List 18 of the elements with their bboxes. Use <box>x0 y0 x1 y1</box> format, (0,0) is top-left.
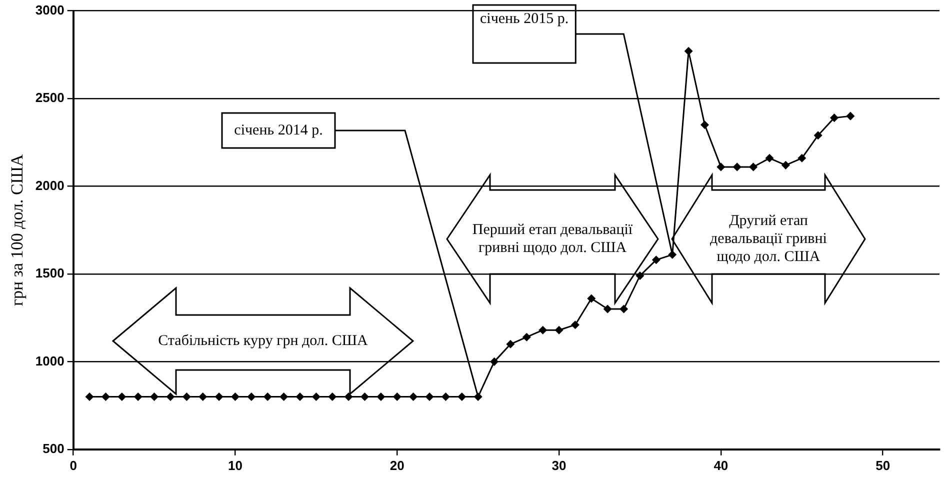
x-tick-label: 30 <box>552 458 566 473</box>
y-tick-label: 1000 <box>35 353 64 368</box>
x-tick-label: 40 <box>714 458 728 473</box>
annotation: Другий етап девальвації гривні щодо дол. США <box>709 212 828 266</box>
y-tick-label: 2500 <box>35 90 64 106</box>
y-tick-label: 3000 <box>35 2 64 18</box>
x-tick-label: 50 <box>876 458 890 473</box>
y-tick-label: 500 <box>42 440 64 456</box>
annotation: січень 2014 р. <box>234 122 323 138</box>
y-axis-title: грн за 100 дол. США <box>8 154 27 306</box>
y-tick-label: 2000 <box>35 178 64 193</box>
annotation: Перший етап девальвації гривні щодо дол. США <box>471 221 634 257</box>
x-tick-label: 20 <box>390 458 404 473</box>
annotation: січень 2015 р. <box>480 10 569 27</box>
annotation: Стабільність куру грн дол. США <box>157 332 369 350</box>
x-tick-label: 0 <box>70 458 77 473</box>
y-tick-label: 1500 <box>35 266 64 281</box>
x-tick-label: 10 <box>228 458 242 473</box>
